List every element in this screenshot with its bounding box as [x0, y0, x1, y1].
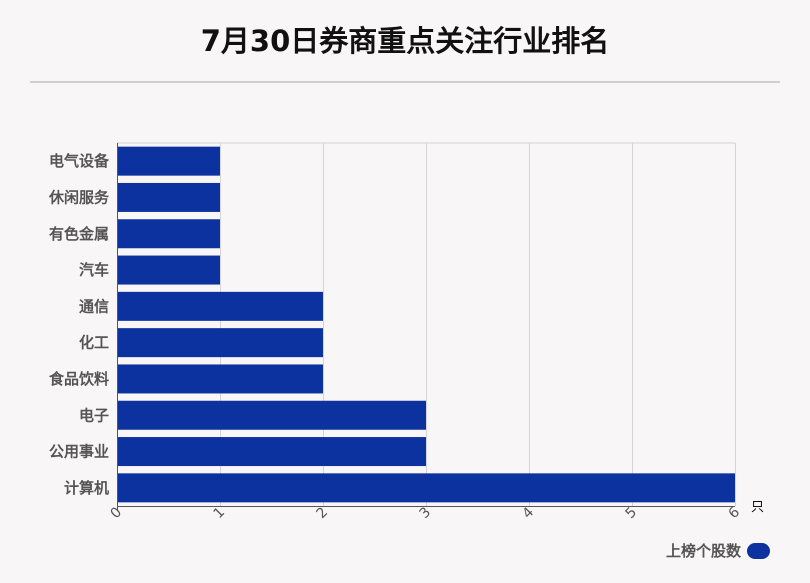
legend: 上榜个股数: [666, 540, 770, 561]
x-tick-label: 1: [211, 504, 229, 522]
x-tick-label: 3: [417, 504, 435, 522]
bar: [117, 219, 220, 249]
chart-title: 7月30日券商重点关注行业排名: [200, 24, 610, 58]
bar: [117, 182, 220, 212]
category-label: 休闲服务: [48, 188, 110, 206]
category-label: 公用事业: [49, 443, 109, 461]
bar: [117, 473, 735, 503]
x-tick-label: 6: [726, 504, 744, 522]
legend-label: 上榜个股数: [665, 542, 741, 560]
category-label: 计算机: [64, 479, 109, 497]
x-tick-label: 2: [314, 504, 332, 522]
category-label: 食品饮料: [49, 370, 109, 388]
x-tick-label: 0: [108, 504, 126, 522]
bar: [117, 291, 323, 321]
bar: [117, 400, 426, 430]
bar: [117, 364, 323, 394]
x-unit-label: 只: [751, 500, 764, 515]
bar: [117, 437, 426, 467]
category-label: 汽车: [79, 261, 109, 279]
category-label: 电气设备: [49, 152, 110, 170]
axes: [117, 143, 735, 510]
bars: [117, 146, 735, 503]
x-tick-label: 5: [623, 504, 641, 522]
bar: [117, 146, 220, 176]
bar: [117, 328, 323, 358]
category-label: 化工: [79, 334, 109, 352]
legend-swatch: [747, 542, 770, 559]
category-label: 通信: [79, 297, 109, 315]
bar: [117, 255, 220, 285]
category-label: 有色金属: [49, 225, 109, 243]
category-label: 电子: [79, 406, 109, 424]
title-divider: [30, 81, 780, 83]
